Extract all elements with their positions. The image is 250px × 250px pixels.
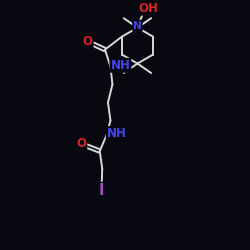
Text: I: I bbox=[99, 183, 104, 198]
Text: N: N bbox=[133, 21, 142, 31]
Text: O: O bbox=[76, 136, 86, 149]
Text: OH: OH bbox=[138, 2, 158, 15]
Text: NH: NH bbox=[110, 59, 130, 72]
Text: O: O bbox=[82, 34, 92, 48]
Text: NH: NH bbox=[107, 127, 126, 140]
